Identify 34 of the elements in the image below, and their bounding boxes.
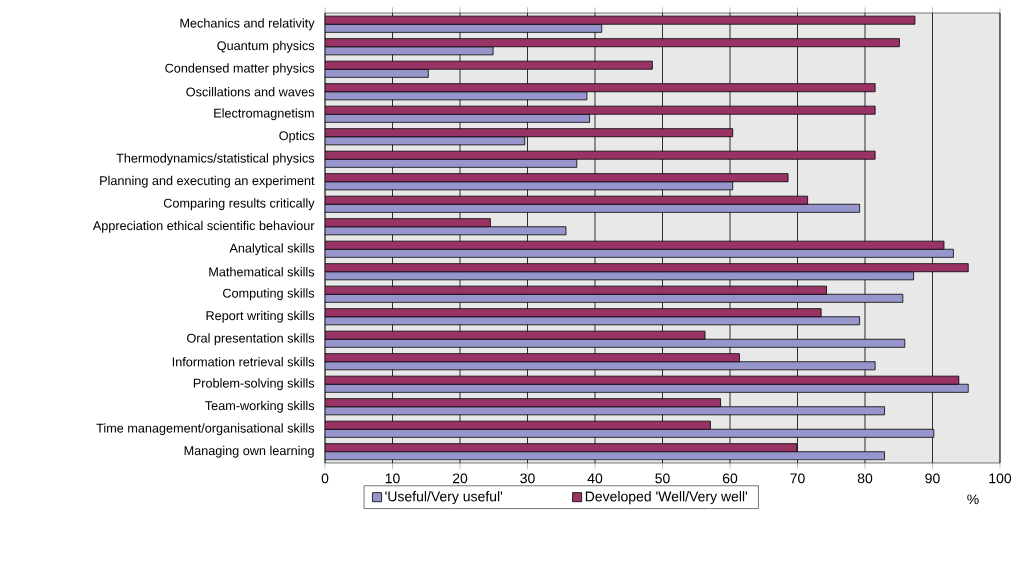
legend-label: Developed 'Well/Very well' xyxy=(585,491,748,505)
x-tick-label: 90 xyxy=(925,473,940,484)
y-tick-label: Mechanics and relativity xyxy=(180,18,315,31)
y-tick-label: Oscillations and waves xyxy=(186,87,315,97)
x-tick-label: 20 xyxy=(452,473,468,484)
y-tick-label: Team-working skills xyxy=(205,400,315,413)
y-tick-label: Analytical skills xyxy=(229,243,315,256)
y-tick-label: Optics xyxy=(279,130,315,143)
x-tick-label: 10 xyxy=(385,473,400,484)
y-tick-label: Computing skills xyxy=(223,288,315,301)
x-tick-label: 0 xyxy=(321,473,329,484)
y-tick-label: Condensed matter physics xyxy=(165,63,315,76)
x-axis-title: % xyxy=(967,494,979,505)
x-tick-label: 60 xyxy=(722,473,738,484)
y-tick-label: Information retrieval skills xyxy=(172,357,315,367)
x-tick-label: 40 xyxy=(587,473,603,484)
x-tick-label: 70 xyxy=(790,473,805,484)
y-tick-label: Comparing results critically xyxy=(163,198,315,211)
y-tick-label: Managing own learning xyxy=(184,445,314,458)
y-tick-label: Problem-solving skills xyxy=(193,378,315,391)
y-tick-label: Thermodynamics/statistical physics xyxy=(116,153,315,166)
y-tick-label: Electromagnetism xyxy=(214,108,314,121)
y-tick-label: Mathematical skills xyxy=(209,267,315,277)
y-tick-label: Time management/organisational skills xyxy=(96,423,315,436)
y-tick-label: Report writing skills xyxy=(206,310,315,323)
y-tick-label: Quantum physics xyxy=(217,40,315,53)
y-tick-label: Appreciation ethical scientific behaviour xyxy=(92,220,315,233)
y-tick-label: Oral presentation skills xyxy=(187,333,315,346)
y-tick-label: Planning and executing an experiment xyxy=(100,175,315,188)
x-tick-label: 30 xyxy=(520,473,535,484)
legend-label: 'Useful/Very useful' xyxy=(385,491,503,505)
x-tick-label: 80 xyxy=(857,473,873,484)
x-tick-label: 100 xyxy=(989,473,1012,484)
x-tick-label: 50 xyxy=(655,473,670,484)
